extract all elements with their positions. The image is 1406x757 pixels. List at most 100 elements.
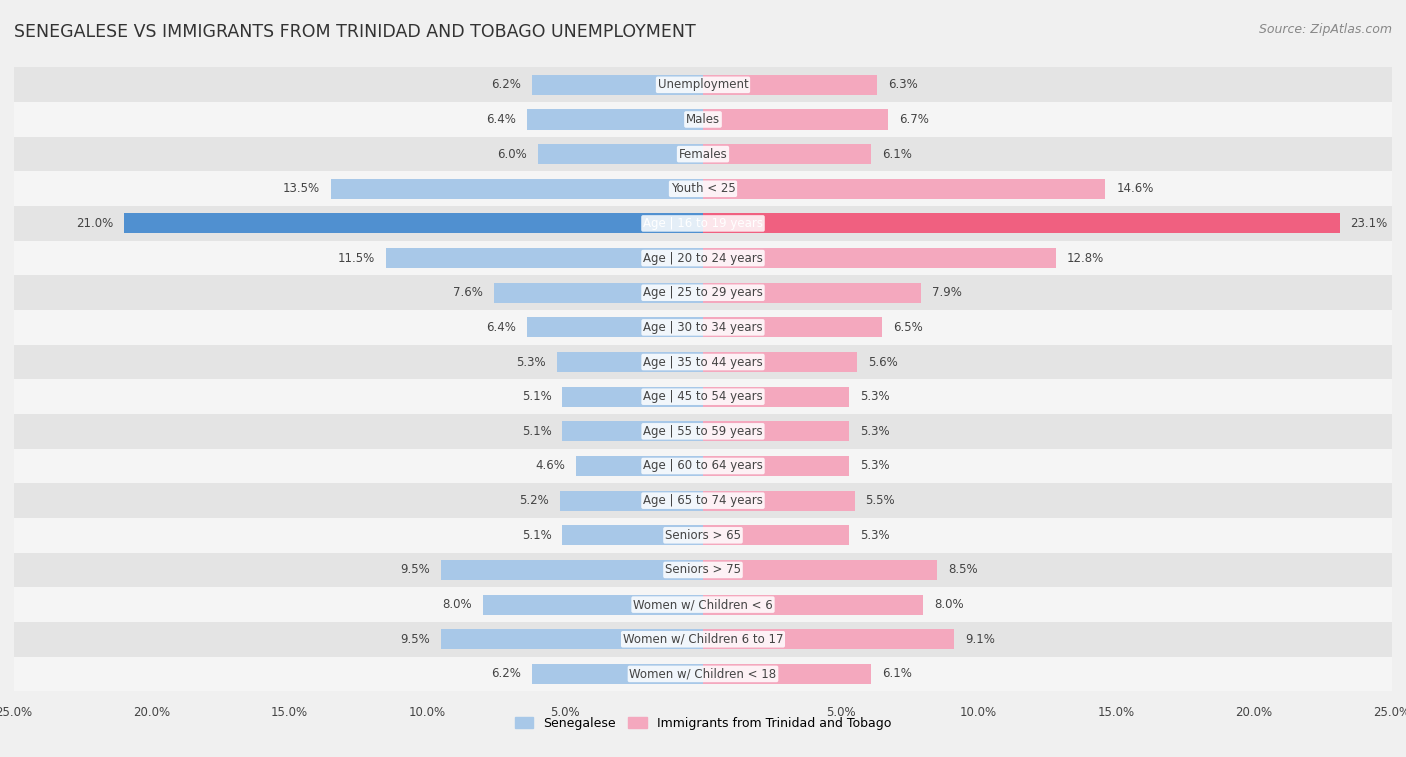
Bar (14, 241, 1392, 276)
Text: Females: Females (679, 148, 727, 160)
Bar (703, 179, 1105, 199)
Text: Source: ZipAtlas.com: Source: ZipAtlas.com (1258, 23, 1392, 36)
Bar (557, 352, 703, 372)
Bar (527, 110, 703, 129)
Text: Age | 20 to 24 years: Age | 20 to 24 years (643, 251, 763, 265)
Bar (14, 379, 1392, 414)
Text: 8.0%: 8.0% (935, 598, 965, 611)
Bar (14, 587, 1392, 622)
Text: 5.3%: 5.3% (860, 390, 890, 403)
Text: 6.4%: 6.4% (485, 113, 516, 126)
Text: 12.8%: 12.8% (1067, 251, 1104, 265)
Text: 6.5%: 6.5% (893, 321, 922, 334)
Bar (703, 75, 876, 95)
Bar (441, 560, 703, 580)
Text: 14.6%: 14.6% (1116, 182, 1154, 195)
Bar (703, 144, 872, 164)
Bar (576, 456, 703, 476)
Text: Women w/ Children < 18: Women w/ Children < 18 (630, 668, 776, 681)
Text: 9.1%: 9.1% (965, 633, 994, 646)
Text: Age | 16 to 19 years: Age | 16 to 19 years (643, 217, 763, 230)
Bar (703, 282, 921, 303)
Bar (14, 171, 1392, 206)
Bar (14, 483, 1392, 518)
Text: Age | 45 to 54 years: Age | 45 to 54 years (643, 390, 763, 403)
Text: 5.6%: 5.6% (869, 356, 898, 369)
Text: 21.0%: 21.0% (76, 217, 114, 230)
Text: 6.4%: 6.4% (485, 321, 516, 334)
Text: 6.0%: 6.0% (496, 148, 527, 160)
Text: 7.6%: 7.6% (453, 286, 482, 299)
Text: Seniors > 75: Seniors > 75 (665, 563, 741, 577)
Bar (527, 317, 703, 338)
Bar (703, 629, 953, 650)
Bar (14, 414, 1392, 449)
Text: 11.5%: 11.5% (337, 251, 375, 265)
Bar (560, 491, 703, 511)
Text: 5.3%: 5.3% (516, 356, 546, 369)
Text: 5.1%: 5.1% (522, 425, 551, 438)
Bar (14, 449, 1392, 483)
Text: 23.1%: 23.1% (1351, 217, 1388, 230)
Bar (14, 310, 1392, 344)
Text: 13.5%: 13.5% (283, 182, 321, 195)
Text: Women w/ Children 6 to 17: Women w/ Children 6 to 17 (623, 633, 783, 646)
Bar (14, 656, 1392, 691)
Bar (703, 456, 849, 476)
Text: 8.5%: 8.5% (948, 563, 979, 577)
Bar (14, 622, 1392, 656)
Text: 6.3%: 6.3% (887, 78, 917, 92)
Bar (387, 248, 703, 268)
Bar (14, 553, 1392, 587)
Bar (124, 213, 703, 233)
Bar (441, 629, 703, 650)
Text: Age | 65 to 74 years: Age | 65 to 74 years (643, 494, 763, 507)
Text: 9.5%: 9.5% (401, 633, 430, 646)
Bar (703, 594, 924, 615)
Legend: Senegalese, Immigrants from Trinidad and Tobago: Senegalese, Immigrants from Trinidad and… (509, 712, 897, 735)
Text: 5.1%: 5.1% (522, 390, 551, 403)
Bar (703, 664, 872, 684)
Text: Age | 55 to 59 years: Age | 55 to 59 years (643, 425, 763, 438)
Text: Age | 25 to 29 years: Age | 25 to 29 years (643, 286, 763, 299)
Text: 4.6%: 4.6% (536, 459, 565, 472)
Bar (14, 276, 1392, 310)
Bar (537, 144, 703, 164)
Bar (494, 282, 703, 303)
Text: Males: Males (686, 113, 720, 126)
Bar (703, 491, 855, 511)
Text: Age | 60 to 64 years: Age | 60 to 64 years (643, 459, 763, 472)
Text: 5.2%: 5.2% (519, 494, 548, 507)
Bar (703, 317, 882, 338)
Bar (703, 422, 849, 441)
Bar (330, 179, 703, 199)
Text: Unemployment: Unemployment (658, 78, 748, 92)
Bar (14, 102, 1392, 137)
Text: Age | 35 to 44 years: Age | 35 to 44 years (643, 356, 763, 369)
Text: 6.2%: 6.2% (491, 668, 522, 681)
Text: Women w/ Children < 6: Women w/ Children < 6 (633, 598, 773, 611)
Text: 6.1%: 6.1% (882, 148, 912, 160)
Bar (14, 206, 1392, 241)
Bar (14, 344, 1392, 379)
Text: 5.3%: 5.3% (860, 425, 890, 438)
Bar (703, 352, 858, 372)
Bar (531, 75, 703, 95)
Bar (703, 248, 1056, 268)
Bar (703, 213, 1340, 233)
Text: 5.1%: 5.1% (522, 529, 551, 542)
Text: 6.2%: 6.2% (491, 78, 522, 92)
Bar (531, 664, 703, 684)
Text: 8.0%: 8.0% (441, 598, 471, 611)
Bar (14, 137, 1392, 171)
Text: 6.7%: 6.7% (898, 113, 928, 126)
Bar (14, 518, 1392, 553)
Text: 5.3%: 5.3% (860, 529, 890, 542)
Bar (703, 110, 887, 129)
Bar (14, 67, 1392, 102)
Bar (703, 525, 849, 545)
Bar (562, 525, 703, 545)
Text: SENEGALESE VS IMMIGRANTS FROM TRINIDAD AND TOBAGO UNEMPLOYMENT: SENEGALESE VS IMMIGRANTS FROM TRINIDAD A… (14, 23, 696, 41)
Bar (703, 560, 938, 580)
Text: 6.1%: 6.1% (882, 668, 912, 681)
